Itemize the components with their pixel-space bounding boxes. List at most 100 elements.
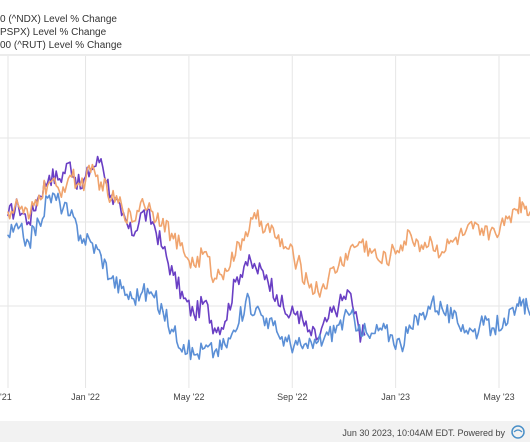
data-point	[462, 324, 464, 326]
data-point	[296, 261, 299, 263]
data-point	[131, 234, 133, 237]
data-point	[255, 267, 257, 270]
data-point	[327, 334, 330, 336]
data-point	[213, 327, 216, 330]
data-point	[296, 344, 299, 346]
data-point	[89, 171, 92, 173]
data-point	[400, 344, 402, 346]
gridlines	[0, 56, 530, 388]
data-point	[420, 244, 423, 246]
data-point	[79, 184, 82, 187]
data-point	[255, 217, 257, 220]
data-point	[363, 334, 366, 336]
data-point	[451, 317, 454, 320]
data-point	[451, 241, 454, 243]
data-point	[172, 237, 175, 240]
data-point	[389, 334, 392, 336]
data-point	[513, 207, 516, 210]
data-point	[431, 241, 433, 243]
data-point	[100, 158, 102, 160]
data-point	[151, 294, 154, 296]
data-point	[338, 304, 340, 306]
data-point	[441, 307, 443, 310]
data-point	[441, 251, 443, 253]
data-point	[131, 297, 133, 300]
data-point	[410, 234, 412, 237]
data-point	[182, 251, 185, 253]
data-point	[100, 181, 102, 183]
series-line	[7, 155, 366, 343]
data-point	[307, 330, 309, 333]
data-point	[369, 337, 371, 340]
footer-text: Jun 30 2023, 10:04AM EDT. Powered by	[342, 428, 505, 438]
data-point	[244, 231, 247, 233]
data-point	[276, 294, 278, 296]
data-point	[38, 221, 40, 223]
data-point	[27, 241, 30, 243]
data-point	[69, 214, 71, 217]
data-point	[79, 234, 82, 237]
data-point	[420, 314, 423, 316]
data-point	[276, 237, 278, 240]
data-point	[162, 310, 164, 313]
data-point	[307, 281, 309, 283]
data-point	[482, 324, 485, 326]
data-point	[58, 201, 61, 203]
data-point	[358, 241, 361, 243]
data-point	[286, 314, 288, 316]
data-point	[182, 344, 185, 346]
data-point	[17, 204, 20, 207]
series-line	[7, 192, 530, 361]
data-point	[276, 330, 278, 333]
data-point	[224, 267, 226, 270]
data-point	[58, 191, 61, 193]
data-point	[358, 324, 361, 326]
data-point	[203, 300, 206, 303]
data-point	[79, 188, 82, 190]
data-point	[234, 254, 237, 256]
data-point	[472, 227, 474, 230]
legend-item-rut: 00 (^RUT) Level % Change	[0, 40, 122, 51]
data-point	[521, 300, 523, 303]
data-point	[69, 174, 71, 177]
data-point	[482, 234, 485, 237]
data-point	[172, 274, 175, 276]
data-point	[203, 251, 206, 253]
x-tick-label: Jan '22	[71, 392, 100, 402]
data-point	[141, 198, 144, 200]
data-point	[141, 290, 144, 293]
x-tick-label: '21	[0, 392, 12, 402]
data-point	[17, 227, 20, 230]
data-point	[255, 307, 257, 310]
data-point	[348, 251, 350, 253]
data-point	[327, 317, 330, 320]
data-point	[38, 194, 40, 197]
series-0	[7, 155, 366, 343]
data-point	[503, 317, 506, 320]
data-point	[521, 201, 523, 203]
data-point	[379, 261, 381, 263]
data-point	[265, 274, 268, 276]
data-point	[193, 264, 195, 267]
data-point	[265, 317, 268, 320]
data-point	[27, 217, 30, 220]
data-point	[369, 247, 371, 250]
data-point	[265, 224, 268, 227]
data-point	[234, 281, 237, 283]
data-point	[120, 287, 123, 290]
data-point	[503, 224, 506, 227]
data-point	[213, 350, 216, 353]
data-point	[7, 211, 9, 213]
legend-item-ndx: 0 (^NDX) Level % Change	[0, 14, 117, 25]
footer-background	[0, 421, 530, 442]
legend: 0 (^NDX) Level % Change PSPX) Level % Ch…	[0, 14, 122, 51]
data-point	[193, 354, 195, 356]
data-point	[89, 241, 92, 243]
data-point	[234, 330, 237, 333]
data-point	[327, 277, 330, 280]
data-point	[348, 314, 350, 316]
data-point	[7, 234, 9, 237]
data-point	[472, 330, 474, 333]
data-point	[120, 214, 123, 217]
x-tick-label: May '23	[483, 392, 514, 402]
